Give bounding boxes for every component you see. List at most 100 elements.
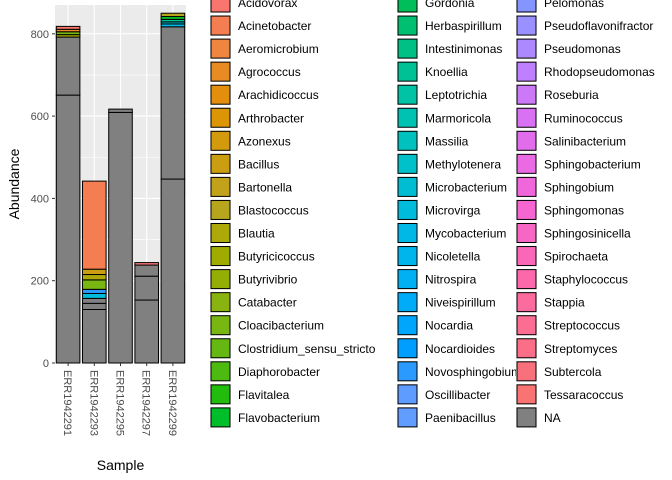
legend-label: Catabacter — [238, 296, 297, 310]
legend-swatch — [210, 384, 231, 405]
bar-segment — [82, 292, 107, 299]
bars — [55, 12, 186, 364]
legend-swatch — [397, 38, 418, 59]
legend-swatch — [516, 315, 537, 336]
legend-swatch — [210, 361, 231, 382]
y-tick-label: 800 — [31, 29, 49, 41]
x-tick-label: ERR1942295 — [114, 370, 126, 436]
bar-segment — [108, 108, 133, 113]
bar-segment — [82, 297, 107, 304]
legend-label: Arachidicoccus — [238, 88, 319, 102]
bar-segment — [82, 180, 107, 270]
legend-item: Butyricicoccus — [210, 245, 315, 267]
legend-swatch — [516, 361, 537, 382]
legend-label: Bartonella — [238, 180, 292, 194]
legend-swatch — [210, 84, 231, 105]
legend-item: Agrococcus — [210, 61, 301, 83]
legend-item: Leptotrichia — [397, 84, 487, 106]
legend-label: Herbaspirillum — [425, 19, 502, 33]
legend-swatch — [397, 0, 418, 13]
legend-label: Rhodopseudomonas — [544, 65, 655, 79]
legend-swatch — [210, 223, 231, 243]
legend-label: Tessaracoccus — [544, 388, 623, 402]
legend-swatch — [397, 361, 418, 382]
legend-swatch — [516, 107, 537, 128]
x-tick-label: ERR1942299 — [166, 370, 178, 436]
legend-item: Nocardioides — [397, 337, 495, 359]
legend-item: Pseudoflavonifractor — [516, 15, 653, 37]
legend-label: Microbacterium — [425, 180, 507, 194]
legend-label: Bacillus — [238, 157, 279, 171]
legend-label: Gordonia — [425, 0, 475, 10]
bar-segment — [160, 178, 186, 364]
legend-item: Mycobacterium — [397, 222, 506, 244]
legend-swatch — [397, 338, 418, 359]
legend-swatch — [210, 15, 231, 36]
legend-item: Pelomonas — [516, 0, 604, 13]
legend-label: Sphingomonas — [544, 203, 624, 217]
legend-label: Blautia — [238, 227, 275, 241]
legend-item: Sphingomonas — [516, 199, 624, 221]
legend-item: Arthrobacter — [210, 107, 304, 129]
legend-item: Knoellia — [397, 61, 468, 83]
legend-label: Azonexus — [238, 134, 291, 148]
bar-ERR1942293 — [82, 180, 107, 364]
legend-item: Salinibacterium — [516, 130, 626, 152]
legend-label: Stappia — [544, 296, 585, 310]
legend-label: Spirochaeta — [544, 250, 608, 264]
legend-item: Sphingobacterium — [516, 153, 641, 175]
bar-ERR1942297 — [134, 262, 159, 364]
bar-segment — [160, 26, 186, 180]
legend-label: Acinetobacter — [238, 19, 311, 33]
legend-label: Sphingobacterium — [544, 157, 641, 171]
legend-swatch — [516, 130, 537, 151]
legend-swatch — [516, 84, 537, 105]
bar-segment — [55, 94, 81, 364]
legend-label: Mycobacterium — [425, 227, 506, 241]
legend-item: Streptomyces — [516, 337, 617, 359]
legend-label: Nitrospira — [425, 273, 477, 287]
legend-swatch — [210, 38, 231, 59]
legend-label: Nicoletella — [425, 250, 481, 264]
legend-label: Agrococcus — [238, 65, 301, 79]
legend-item: Ruminococcus — [516, 107, 623, 129]
legend-swatch — [210, 107, 231, 128]
legend-item: Aeromicrobium — [210, 38, 319, 60]
legend-label: Diaphorobacter — [238, 365, 320, 379]
legend-label: Oscillibacter — [425, 388, 490, 402]
legend-swatch — [210, 338, 231, 359]
legend-swatch — [516, 269, 537, 290]
bar-ERR1942299 — [160, 12, 186, 364]
bar-segment — [82, 309, 107, 364]
y-tick-label: 600 — [31, 111, 49, 123]
legend-item: Flavitalea — [210, 383, 290, 405]
legend-item: Arachidicoccus — [210, 84, 319, 106]
legend-item: Nicoletella — [397, 245, 481, 267]
legend-swatch — [210, 199, 231, 220]
legend-swatch — [516, 15, 537, 36]
legend-label: Nocardia — [425, 319, 473, 333]
legend-label: Pseudomonas — [544, 42, 621, 56]
bar-segment — [82, 288, 107, 294]
legend-swatch — [516, 153, 537, 174]
legend-swatch — [516, 38, 537, 59]
legend-label: Streptomyces — [544, 342, 617, 356]
legend-swatch — [210, 61, 231, 82]
x-tick-label: ERR1942293 — [87, 370, 99, 436]
y-tick-label: 400 — [31, 193, 49, 205]
x-tick-label: ERR1942297 — [140, 370, 152, 436]
legend-label: Niveispirillum — [425, 296, 496, 310]
legend-label: NA — [544, 411, 561, 425]
legend-swatch — [516, 223, 537, 243]
legend-label: Sphingobium — [544, 180, 614, 194]
legend-item: Microvirga — [397, 199, 481, 221]
legend-item: Streptococcus — [516, 314, 620, 336]
legend-item: Stappia — [516, 291, 585, 313]
legend-item: Methylotenera — [397, 153, 501, 175]
legend-item: Staphylococcus — [516, 268, 628, 290]
y-tick-label: 0 — [43, 358, 49, 370]
legend-label: Microvirga — [425, 203, 481, 217]
legend-item: Catabacter — [210, 291, 297, 313]
legend-swatch — [210, 246, 231, 267]
